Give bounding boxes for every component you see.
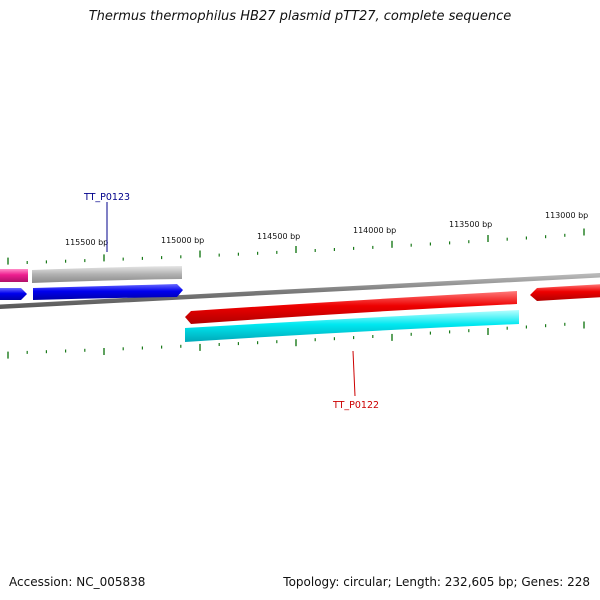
- label-leader-tt-p0122: [352, 350, 356, 397]
- gene-blue-main[interactable]: [33, 284, 183, 300]
- map-title: Thermus thermophilus HB27 plasmid pTT27,…: [88, 9, 512, 24]
- gene-label-tt-p0123[interactable]: TT_P0123: [83, 192, 130, 203]
- scale-label-113000: 113000 bp: [545, 211, 588, 220]
- plasmid-backbone: [0, 273, 600, 310]
- scale-ticks-upper: [7, 228, 585, 265]
- scale-label-114500: 114500 bp: [257, 232, 300, 241]
- scale-labels: 115500 bp 115000 bp 114500 bp 114000 bp …: [65, 211, 588, 247]
- scale-label-115500: 115500 bp: [65, 238, 108, 247]
- accession-text: Accession: NC_005838: [9, 575, 146, 589]
- gene-red-main[interactable]: [185, 291, 517, 324]
- gene-cyan-tt-p0122[interactable]: [185, 310, 519, 342]
- gene-red-right[interactable]: [530, 284, 600, 301]
- gene-gray-arc[interactable]: [32, 266, 182, 283]
- scale-label-113500: 113500 bp: [449, 220, 492, 229]
- topology-summary: Topology: circular; Length: 232,605 bp; …: [283, 575, 590, 589]
- gene-label-tt-p0122[interactable]: TT_P0122: [332, 400, 379, 411]
- scale-label-114000: 114000 bp: [353, 226, 396, 235]
- scale-ticks-lower: [7, 321, 585, 359]
- scale-label-115000: 115000 bp: [161, 236, 204, 245]
- gene-magenta-left[interactable]: [0, 269, 28, 282]
- gene-blue-left[interactable]: [0, 288, 27, 300]
